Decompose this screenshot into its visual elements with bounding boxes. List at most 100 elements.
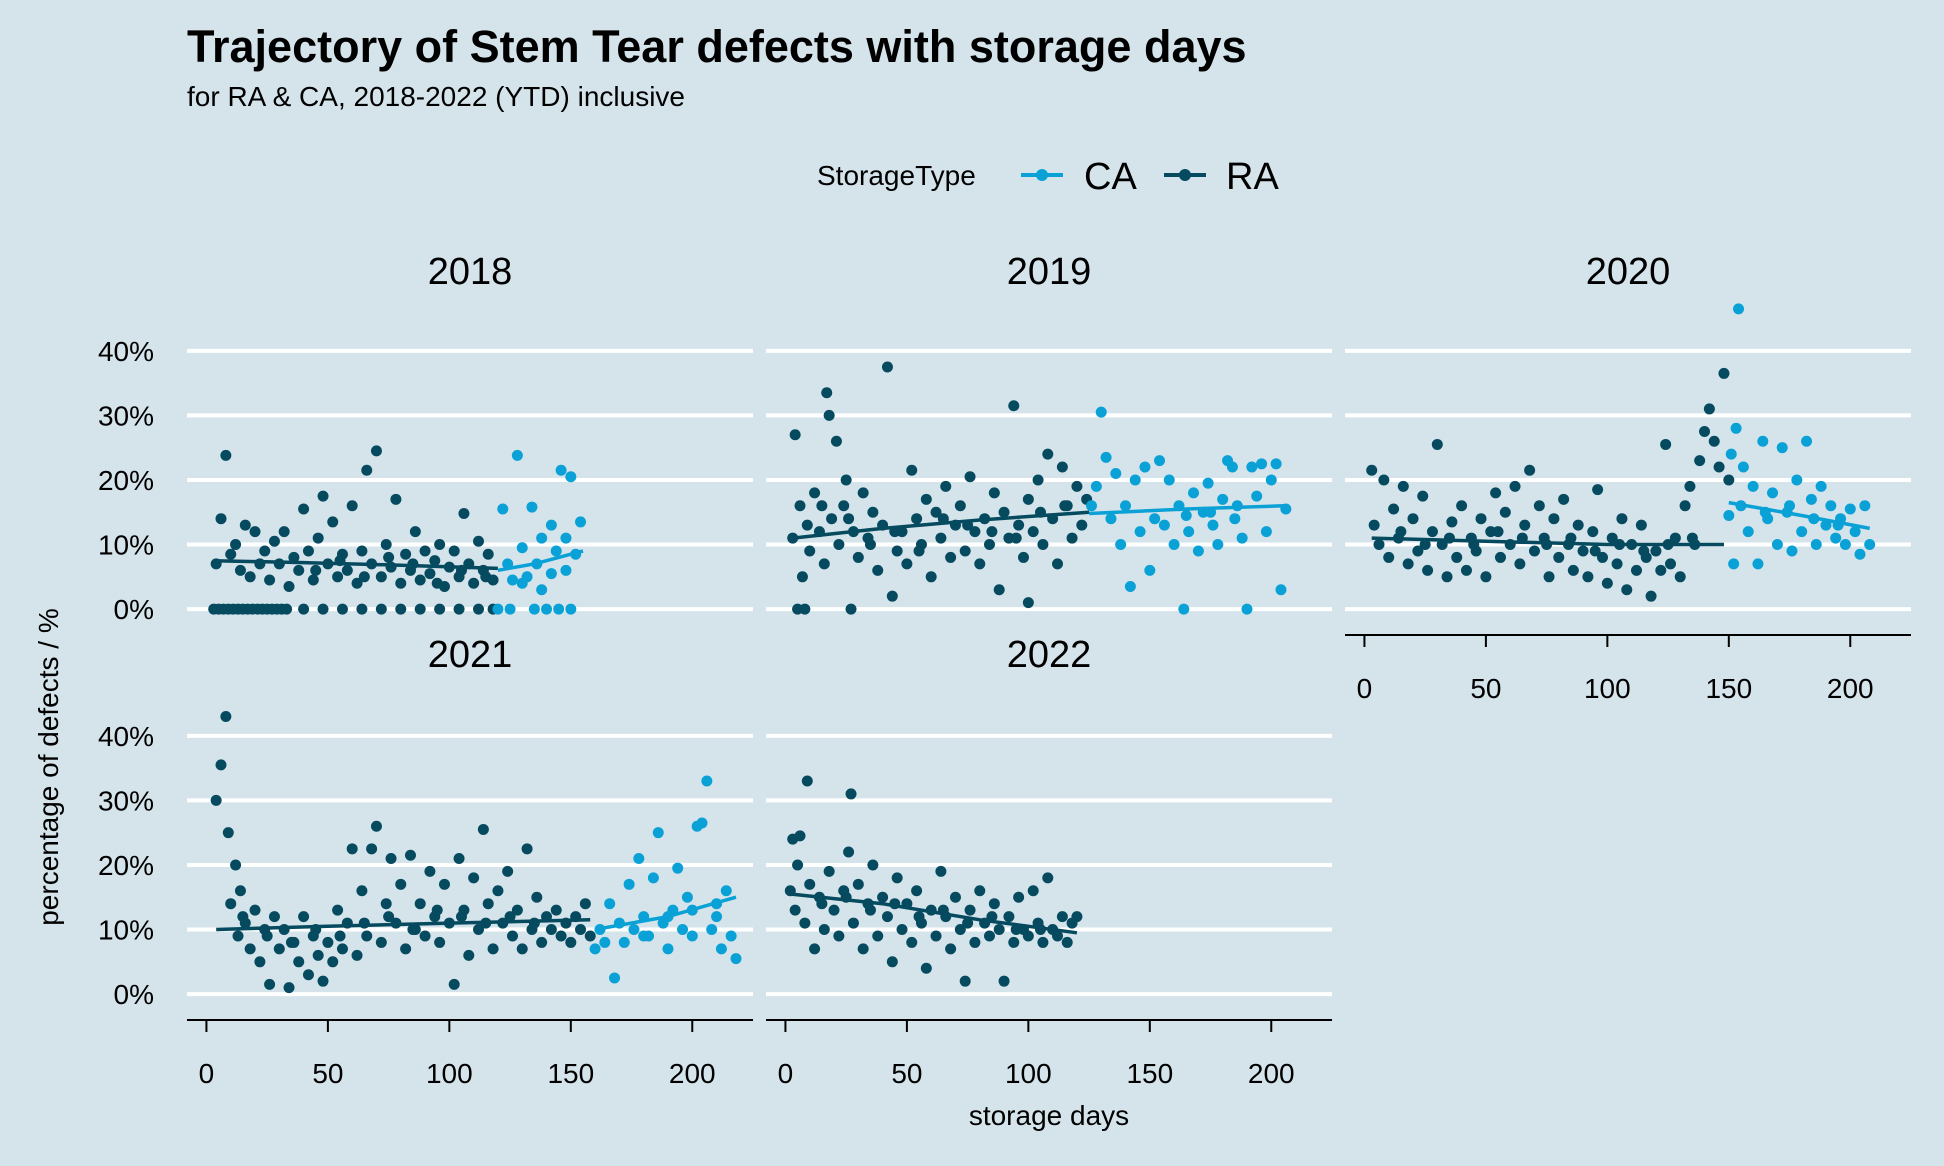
point-2020-ra-5 [1388, 503, 1400, 515]
point-2018-ca-18 [504, 603, 516, 615]
point-2019-ra-18 [845, 603, 857, 615]
point-2022-ra-66 [864, 904, 876, 916]
point-2020-ra-50 [1606, 532, 1618, 544]
point-2019-ra-38 [940, 480, 952, 492]
point-2019-ra-35 [925, 571, 937, 583]
y-tick-label-2018-4: 40% [98, 336, 154, 367]
point-2021-ra-82 [285, 936, 297, 948]
point-2018-ra-77 [356, 603, 368, 615]
point-2022-ra-68 [913, 911, 925, 923]
point-2019-ca-27 [1217, 493, 1229, 505]
point-2020-ra-14 [1431, 438, 1443, 450]
point-2021-ra-36 [375, 936, 387, 948]
point-2019-ca-0 [1086, 500, 1098, 512]
point-2019-ca-34 [1251, 490, 1263, 502]
point-2022-ra-22 [872, 930, 884, 942]
point-2021-ca-24 [706, 924, 718, 936]
point-2020-ra-26 [1490, 487, 1502, 499]
point-2021-ra-46 [424, 865, 436, 877]
point-2019-ca-33 [1246, 461, 1258, 473]
point-2019-ra-52 [1008, 400, 1020, 412]
point-2020-ra-31 [1514, 558, 1526, 570]
point-2020-ra-24 [1480, 571, 1492, 583]
point-2019-ra-39 [945, 551, 957, 563]
point-2022-ra-27 [896, 924, 908, 936]
point-2021-ra-2 [220, 710, 232, 722]
y-tick-label-2018-2: 20% [98, 465, 154, 496]
point-2018-ca-3 [507, 574, 519, 586]
point-2019-ra-11 [821, 387, 833, 399]
point-2018-ra-27 [264, 574, 276, 586]
point-2020-ra-64 [1674, 571, 1686, 583]
point-2021-ca-15 [662, 943, 674, 955]
trend-line-2020-ca [1728, 500, 1871, 531]
point-2021-ca-20 [686, 930, 698, 942]
y-tick-label-2021-3: 30% [98, 785, 154, 816]
point-2020-ra-10 [1412, 545, 1424, 557]
point-2020-ca-30 [1854, 548, 1866, 560]
point-2020-ra-9 [1407, 513, 1419, 525]
point-2021-ra-87 [407, 924, 419, 936]
point-2019-ca-7 [1120, 500, 1132, 512]
point-2019-ca-22 [1192, 545, 1204, 557]
point-2018-ra-59 [419, 545, 431, 557]
point-2019-ra-13 [826, 513, 838, 525]
point-2018-ca-17 [575, 516, 587, 528]
chart-subtitle: for RA & CA, 2018-2022 (YTD) inclusive [187, 81, 685, 112]
point-2019-ca-16 [1163, 474, 1175, 486]
point-2020-ra-0 [1366, 464, 1378, 476]
point-2020-ra-76 [1419, 539, 1431, 551]
point-2021-ra-35 [370, 820, 382, 832]
point-2021-ca-28 [725, 930, 737, 942]
point-2022-ra-3 [792, 859, 804, 871]
point-2018-ca-5 [516, 542, 528, 554]
trend-line-2018-ra [213, 558, 498, 571]
point-2018-ca-13 [555, 464, 567, 476]
trend-line-2019-ra [792, 510, 1090, 540]
point-2020-ra-28 [1499, 506, 1511, 518]
point-2019-ra-30 [901, 558, 913, 570]
point-2021-ca-9 [633, 853, 645, 864]
point-2022-ra-2 [789, 904, 801, 916]
point-2020-ca-3 [1730, 422, 1742, 434]
trend-line-2020-ra [1371, 536, 1724, 547]
point-2018-ra-24 [249, 526, 261, 538]
facet-label-2020: 2020 [1586, 251, 1671, 293]
point-2018-ra-35 [302, 545, 314, 557]
point-2021-ra-10 [249, 904, 261, 916]
point-2022-ra-60 [1056, 911, 1068, 923]
point-2019-ra-16 [838, 500, 850, 512]
point-2019-ra-68 [816, 500, 828, 512]
x-tick-label-2021-2: 100 [426, 1058, 473, 1089]
point-2018-ca-10 [541, 603, 553, 615]
point-2021-ra-25 [322, 936, 334, 948]
point-2019-ca-32 [1241, 603, 1253, 615]
point-2018-ra-69 [468, 577, 480, 589]
point-2020-ca-34 [1784, 500, 1796, 512]
point-2018-ra-90 [431, 577, 443, 589]
point-2020-ra-12 [1422, 564, 1434, 576]
point-2018-ra-37 [312, 532, 324, 544]
point-2018-ra-79 [395, 603, 407, 615]
point-2019-ra-21 [857, 487, 869, 499]
point-2019-ra-57 [1032, 474, 1044, 486]
point-2018-ra-51 [380, 539, 392, 551]
point-2018-ra-23 [244, 571, 256, 583]
point-2020-ra-11 [1417, 490, 1429, 502]
point-2022-ra-37 [945, 943, 957, 955]
point-2018-ra-88 [383, 551, 395, 563]
point-2021-ca-8 [628, 924, 640, 936]
point-2021-ra-9 [244, 943, 256, 955]
point-2022-ra-70 [962, 917, 974, 929]
point-2018-ra-15 [281, 603, 293, 615]
point-2019-ca-38 [1270, 458, 1282, 470]
point-2018-ra-85 [310, 564, 322, 576]
point-2019-ra-53 [1013, 519, 1025, 531]
point-2020-ra-33 [1524, 464, 1536, 476]
chart-title: Trajectory of Stem Tear defects with sto… [187, 21, 1247, 72]
point-2022-ra-53 [1022, 930, 1034, 942]
point-2019-ra-61 [1052, 558, 1064, 570]
point-2020-ca-31 [1859, 500, 1871, 512]
point-2019-ra-72 [913, 545, 925, 557]
